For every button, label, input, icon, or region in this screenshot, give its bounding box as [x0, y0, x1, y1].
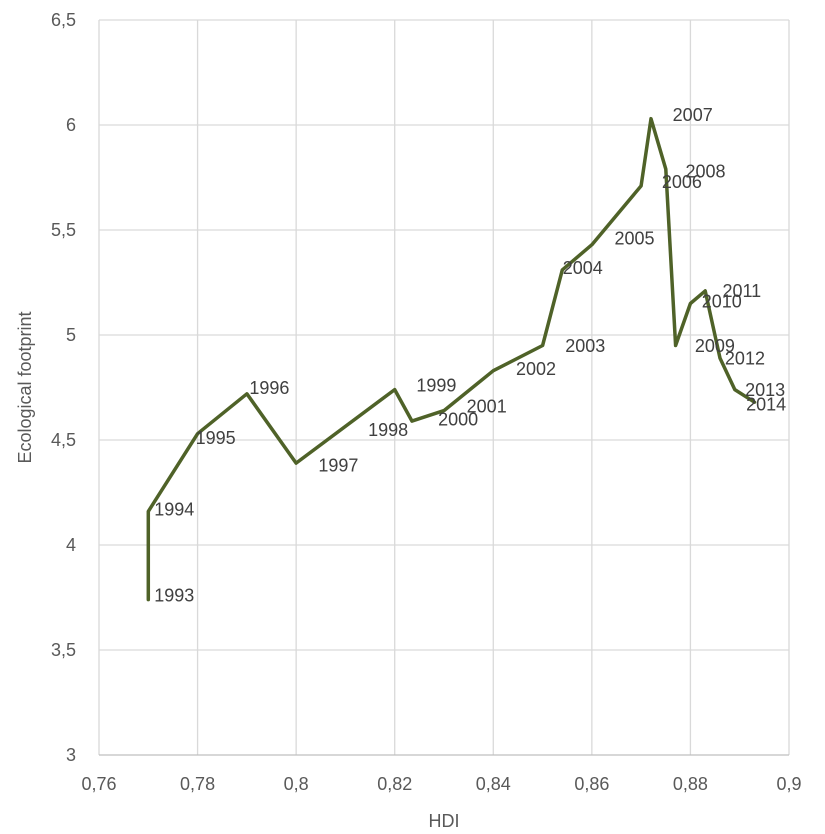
year-label: 2000 — [438, 409, 478, 429]
year-label: 2008 — [686, 162, 726, 182]
year-label: 1997 — [318, 456, 358, 476]
y-tick-label: 5,5 — [51, 220, 76, 240]
x-tick-label: 0,76 — [81, 774, 116, 794]
year-label: 2011 — [722, 281, 761, 301]
y-tick-label: 4,5 — [51, 430, 76, 450]
year-label: 2006 — [662, 172, 702, 192]
x-gridlines — [98, 20, 790, 755]
year-label: 2012 — [725, 348, 765, 368]
y-tick-label: 6 — [66, 115, 76, 135]
x-tick-label: 0,84 — [476, 774, 511, 794]
x-tick-label: 0,9 — [776, 774, 801, 794]
x-tick-label: 0,88 — [673, 774, 708, 794]
y-gridlines — [99, 19, 789, 651]
x-tick-label: 0,78 — [180, 774, 215, 794]
y-axis-title: Ecological footprint — [15, 311, 35, 463]
year-label: 1995 — [196, 428, 236, 448]
year-label: 2010 — [702, 292, 742, 312]
year-label: 2014 — [746, 395, 786, 415]
y-tick-label: 6,5 — [51, 10, 76, 30]
y-tick-label: 3 — [66, 745, 76, 765]
year-label: 1998 — [368, 420, 408, 440]
x-tick-label: 0,8 — [284, 774, 309, 794]
year-label: 2002 — [516, 359, 556, 379]
year-label: 2005 — [615, 229, 655, 249]
year-label: 2001 — [467, 397, 507, 417]
x-tick-label: 0,86 — [574, 774, 609, 794]
year-label: 1996 — [249, 378, 289, 398]
x-tick-label: 0,82 — [377, 774, 412, 794]
year-label: 1999 — [416, 376, 456, 396]
year-label: 1994 — [154, 500, 194, 520]
x-axis-title: HDI — [429, 811, 460, 831]
year-label: 2009 — [695, 336, 735, 356]
y-tick-label: 3,5 — [51, 640, 76, 660]
y-tick-label: 5 — [66, 325, 76, 345]
y-tick-label: 4 — [66, 535, 76, 555]
year-label: 1993 — [154, 586, 194, 606]
year-label: 2003 — [565, 336, 605, 356]
footprint-series-line — [146, 116, 757, 602]
year-label: 2013 — [745, 380, 785, 400]
y-tick-labels: 3 3,5 4 4,5 5 5,5 6 6,5 — [51, 10, 76, 765]
year-label: 2004 — [563, 258, 603, 278]
x-tick-labels: 0,76 0,78 0,8 0,82 0,84 0,86 0,88 0,9 — [81, 774, 801, 794]
year-label: 2007 — [673, 105, 713, 125]
